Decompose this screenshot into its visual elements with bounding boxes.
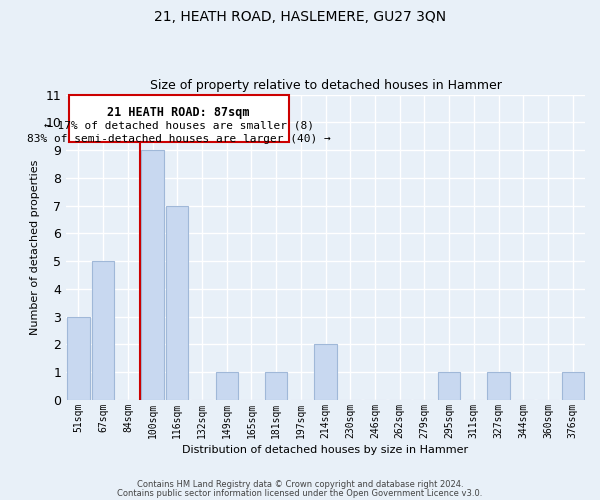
Bar [215,372,238,400]
Text: Contains public sector information licensed under the Open Government Licence v3: Contains public sector information licen… [118,489,482,498]
Bar [438,372,460,400]
X-axis label: Distribution of detached houses by size in Hammer: Distribution of detached houses by size … [182,445,469,455]
Title: Size of property relative to detached houses in Hammer: Size of property relative to detached ho… [149,79,502,92]
Text: 21, HEATH ROAD, HASLEMERE, GU27 3QN: 21, HEATH ROAD, HASLEMERE, GU27 3QN [154,10,446,24]
Y-axis label: Number of detached properties: Number of detached properties [30,160,40,335]
Bar [314,344,337,400]
Text: ← 17% of detached houses are smaller (8): ← 17% of detached houses are smaller (8) [44,121,314,131]
FancyBboxPatch shape [68,94,289,142]
Bar [487,372,509,400]
Text: Contains HM Land Registry data © Crown copyright and database right 2024.: Contains HM Land Registry data © Crown c… [137,480,463,489]
Text: 21 HEATH ROAD: 87sqm: 21 HEATH ROAD: 87sqm [107,106,250,119]
Bar [67,316,89,400]
Bar [166,206,188,400]
Text: 83% of semi-detached houses are larger (40) →: 83% of semi-detached houses are larger (… [26,134,331,144]
Bar [265,372,287,400]
Bar [92,261,115,400]
Bar [562,372,584,400]
Bar [142,150,164,400]
